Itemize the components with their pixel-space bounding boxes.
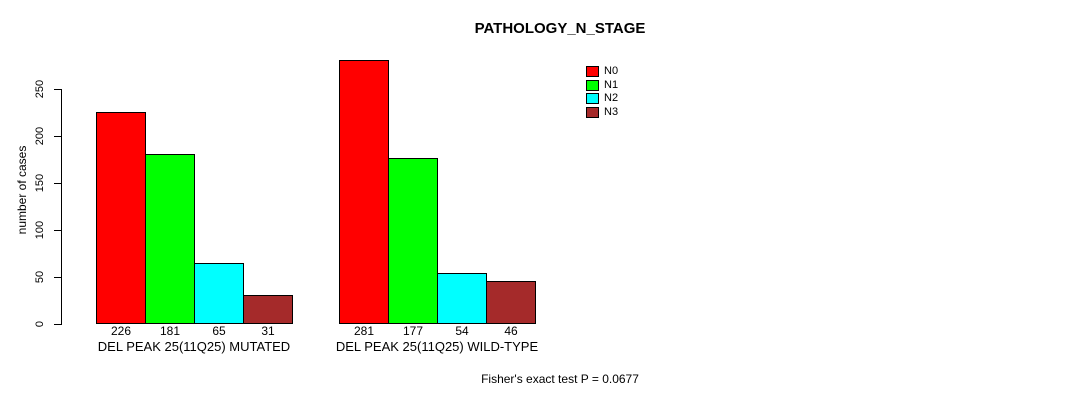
group-label: DEL PEAK 25(11Q25) WILD-TYPE xyxy=(335,339,539,354)
y-axis-tick-label: 150 xyxy=(34,173,46,193)
bar-value-label: 65 xyxy=(212,324,226,338)
y-axis-tick xyxy=(54,183,61,184)
bar-value-label: 281 xyxy=(353,324,375,338)
y-axis-tick xyxy=(54,324,61,325)
y-axis-title: number of cases xyxy=(15,145,29,235)
y-axis-tick xyxy=(54,277,61,278)
chart-title: PATHOLOGY_N_STAGE xyxy=(474,20,646,37)
y-axis-tick-label: 100 xyxy=(34,220,46,240)
fisher-test-annotation: Fisher's exact test P = 0.0677 xyxy=(481,372,639,386)
group-label: DEL PEAK 25(11Q25) MUTATED xyxy=(97,339,291,354)
bar xyxy=(145,154,195,324)
legend-swatch xyxy=(586,80,599,91)
bar xyxy=(437,273,487,324)
legend-swatch xyxy=(586,66,599,77)
bar xyxy=(194,263,244,324)
bar xyxy=(339,60,389,324)
bar xyxy=(96,112,146,324)
bar-value-label: 31 xyxy=(261,324,275,338)
legend-label: N0 xyxy=(604,65,619,77)
bar xyxy=(486,281,536,324)
y-axis-tick xyxy=(54,136,61,137)
legend-label: N1 xyxy=(604,79,619,91)
y-axis-tick xyxy=(54,89,61,90)
bar-value-label: 226 xyxy=(110,324,132,338)
y-axis-tick-label: 50 xyxy=(34,270,46,284)
legend-swatch xyxy=(586,93,599,104)
bar xyxy=(243,295,293,324)
bar-value-label: 54 xyxy=(455,324,469,338)
bar-value-label: 181 xyxy=(159,324,181,338)
y-axis-tick-label: 0 xyxy=(34,320,46,328)
y-axis-tick-label: 200 xyxy=(34,126,46,146)
legend-label: N3 xyxy=(604,106,619,118)
bar xyxy=(388,158,438,324)
y-axis-line xyxy=(61,89,62,325)
bar-value-label: 177 xyxy=(402,324,424,338)
legend-swatch xyxy=(586,107,599,118)
legend-label: N2 xyxy=(604,92,619,104)
y-axis-tick xyxy=(54,230,61,231)
bar-value-label: 46 xyxy=(504,324,518,338)
y-axis-tick-label: 250 xyxy=(34,79,46,99)
